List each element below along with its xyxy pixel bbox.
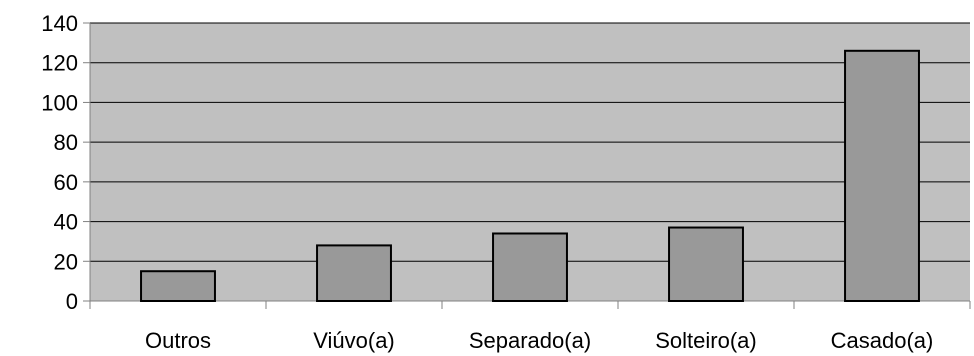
y-axis: 0 20 40 60 80 100 120 140 — [41, 11, 91, 314]
y-tick-label: 120 — [41, 51, 78, 76]
bar-vi-vo-a — [316, 244, 392, 302]
x-category-label: Viúvo(a) — [313, 328, 395, 353]
y-tick-label: 140 — [41, 11, 78, 36]
bar-outros — [140, 270, 216, 303]
y-tick-label: 40 — [54, 210, 78, 235]
bar-casado-a — [844, 49, 920, 302]
bar-separado-a — [492, 232, 568, 302]
x-category-label: Solteiro(a) — [655, 328, 756, 353]
x-category-label: Separado(a) — [469, 328, 591, 353]
bars — [140, 49, 920, 303]
gridlines — [90, 22, 970, 262]
x-category-label: Casado(a) — [831, 328, 934, 353]
y-tick-label: 0 — [66, 289, 78, 314]
bar-solteiro-a — [668, 226, 744, 302]
y-tick-label: 60 — [54, 170, 78, 195]
x-axis: Outros Viúvo(a) Separado(a) Solteiro(a) Casa… — [89, 300, 971, 353]
x-category-label: Outros — [145, 328, 211, 353]
y-tick-label: 20 — [54, 249, 78, 274]
y-tick-label: 100 — [41, 90, 78, 115]
y-tick-label: 80 — [54, 130, 78, 155]
